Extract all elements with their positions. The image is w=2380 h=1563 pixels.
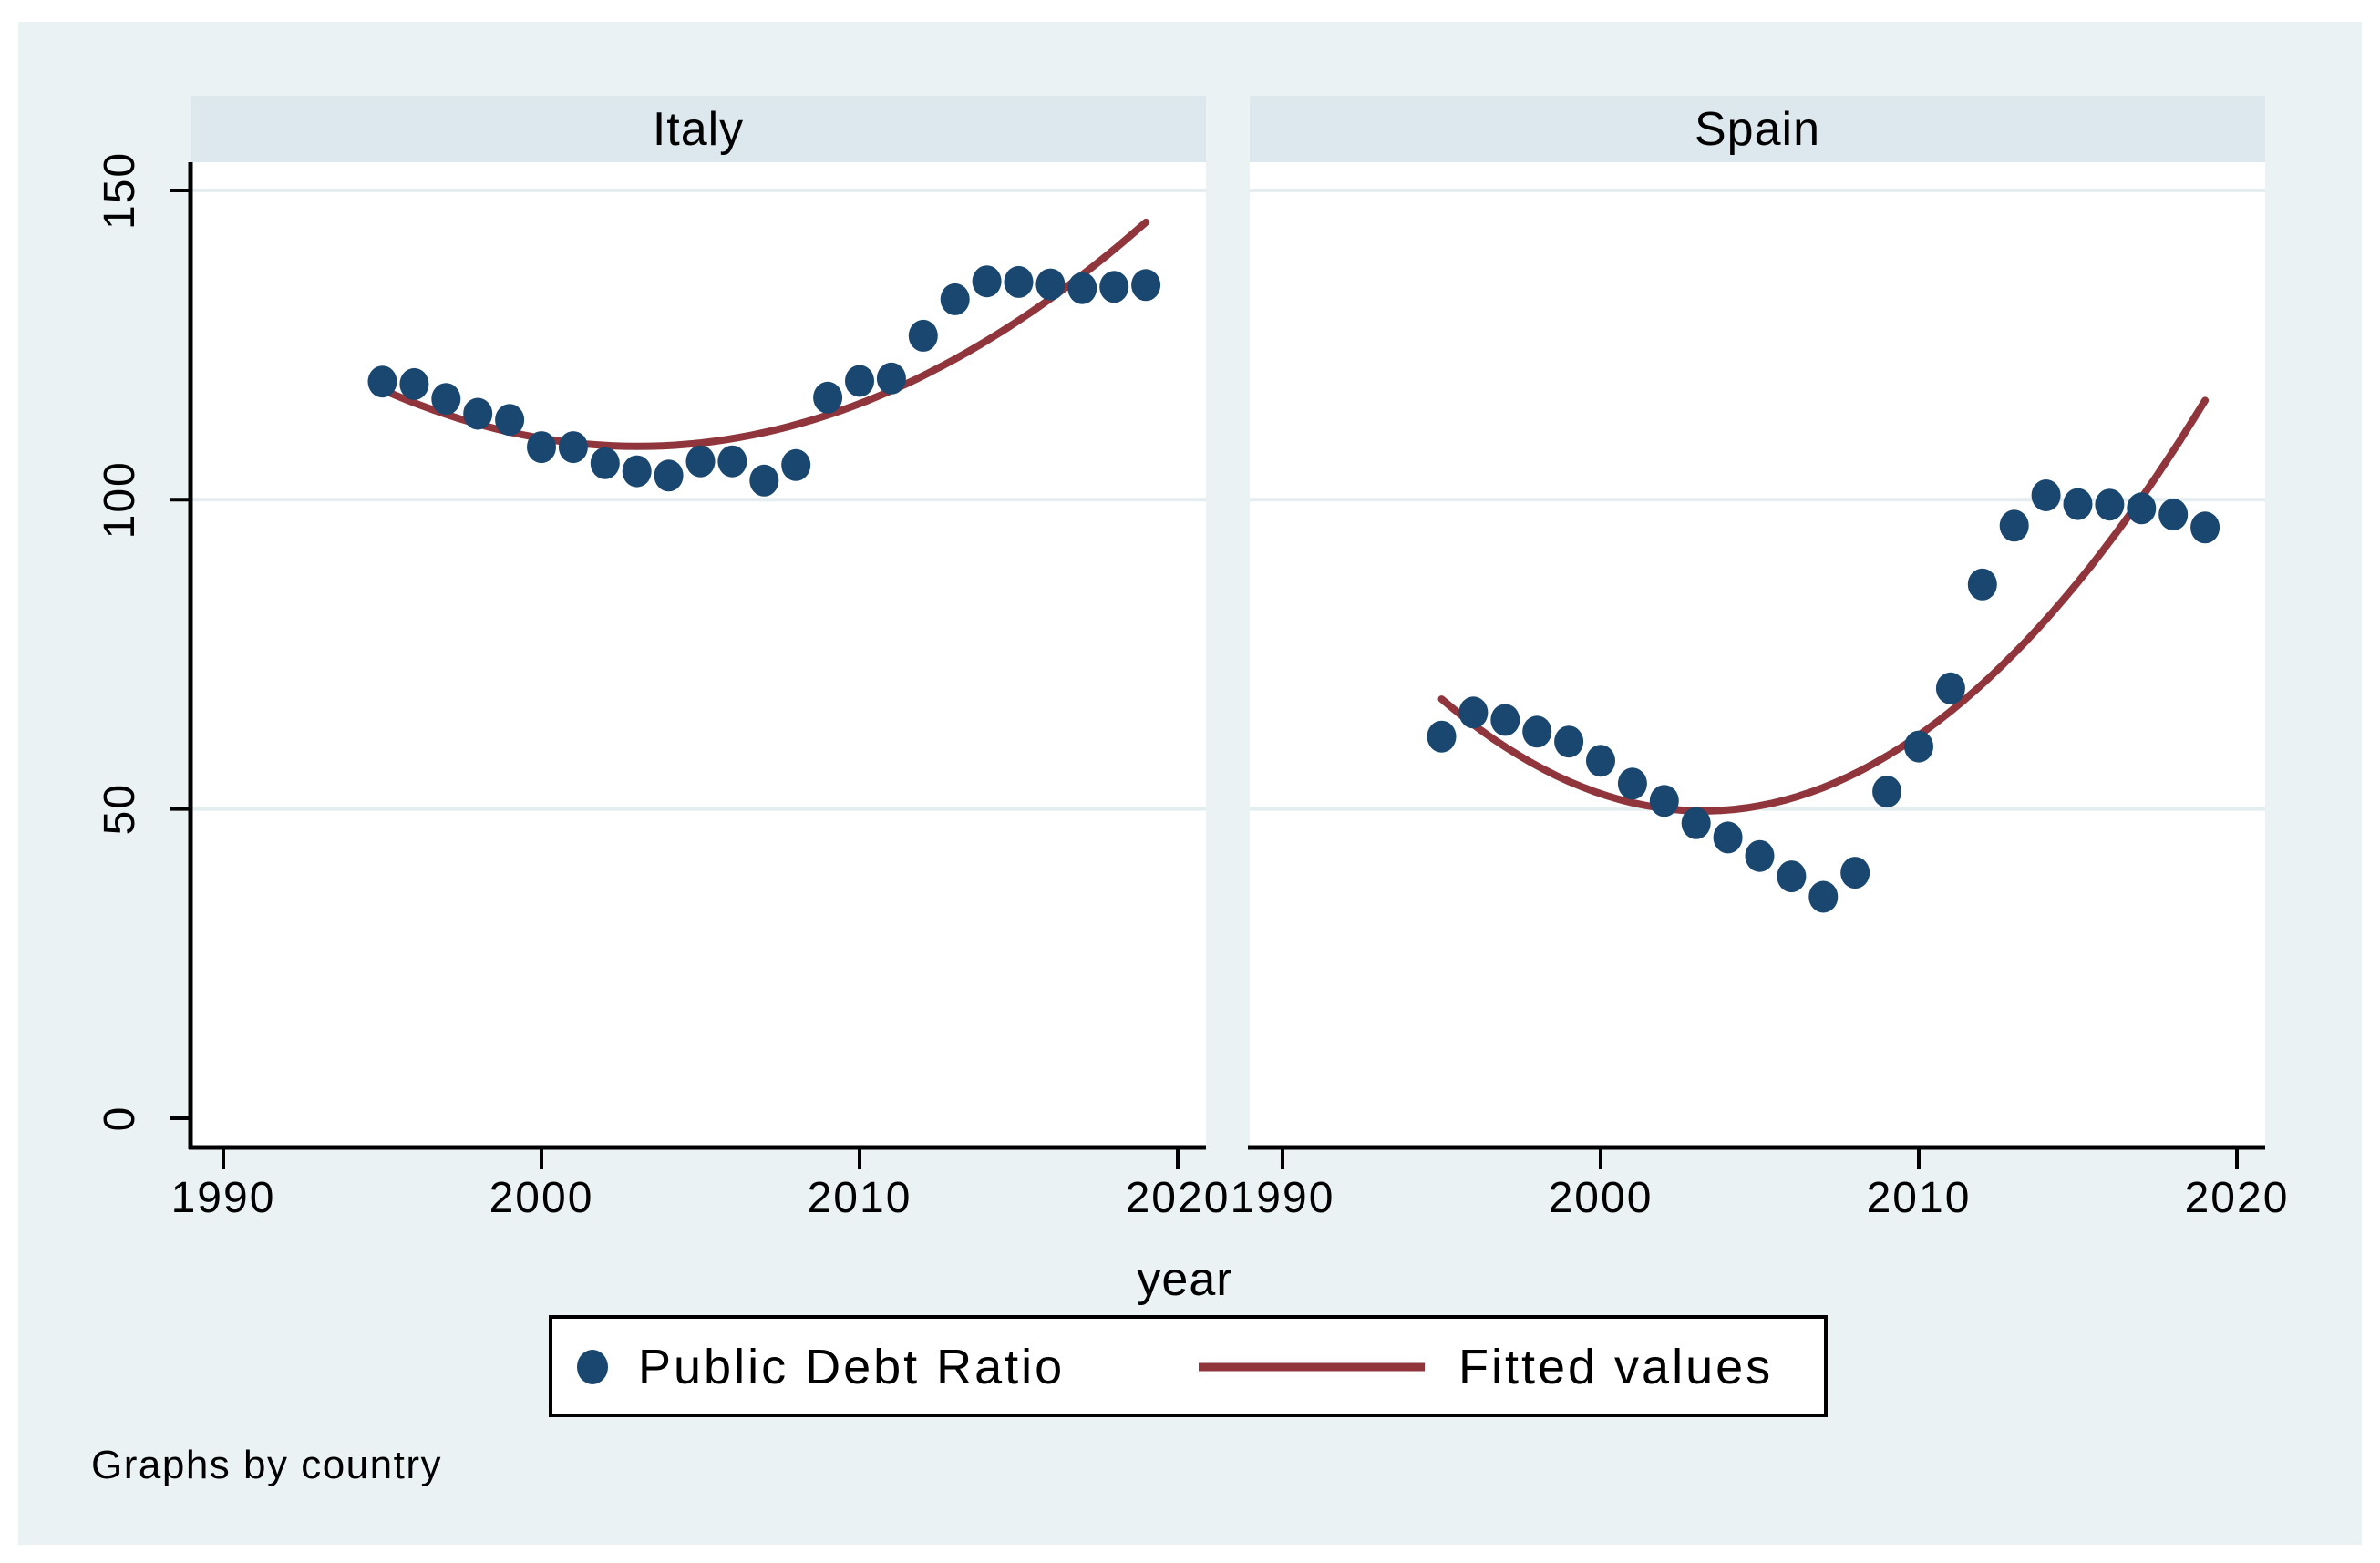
- data-point: [622, 455, 652, 488]
- data-point: [527, 431, 556, 464]
- data-point: [431, 383, 461, 416]
- data-point: [1067, 272, 1097, 304]
- data-point: [876, 362, 906, 395]
- legend: Public Debt Ratio Fitted values: [549, 1315, 1828, 1417]
- data-point: [1554, 725, 1584, 758]
- data-point: [1522, 715, 1552, 748]
- panel-title-italy: Italy: [653, 103, 744, 156]
- axes: [170, 162, 2265, 1169]
- x-tick-label: 1990: [1231, 1174, 1335, 1222]
- data-point: [1745, 839, 1775, 872]
- plot-area: [1250, 162, 2265, 1147]
- data-point: [495, 404, 525, 437]
- data-point: [908, 319, 938, 352]
- data-point: [813, 381, 843, 414]
- data-point: [2127, 492, 2157, 525]
- data-marks: [367, 218, 2220, 913]
- data-point: [1099, 271, 1129, 303]
- data-point: [1617, 767, 1647, 800]
- y-tick-label: 100: [96, 460, 144, 539]
- legend-label-scatter: Public Debt Ratio: [638, 1340, 1065, 1394]
- by-graph-note: Graphs by country: [91, 1443, 442, 1487]
- fit-line: [1437, 396, 2210, 815]
- data-point: [558, 431, 588, 464]
- data-point: [1872, 776, 1902, 808]
- data-point: [1681, 807, 1711, 839]
- x-tick-label: 2020: [2185, 1174, 2290, 1222]
- data-point: [717, 445, 747, 478]
- x-tick-label: 1990: [171, 1174, 276, 1222]
- data-point: [463, 397, 493, 430]
- data-point: [590, 447, 620, 479]
- y-tick-label: 50: [96, 783, 144, 835]
- gridlines: [191, 188, 2265, 811]
- data-point: [1131, 269, 1161, 302]
- x-tick-label: 2000: [489, 1174, 594, 1222]
- data-point: [2190, 511, 2220, 544]
- y-tick-label: 150: [96, 151, 144, 230]
- data-point: [1490, 704, 1520, 736]
- data-point: [1808, 880, 1839, 913]
- data-point: [399, 367, 429, 400]
- panel-title-banner: [1250, 96, 2265, 162]
- data-point: [654, 459, 684, 492]
- data-point: [1777, 860, 1807, 893]
- data-point: [1999, 509, 2029, 542]
- data-point: [1967, 568, 1997, 601]
- x-tick-label: 2020: [1126, 1174, 1231, 1222]
- data-point: [749, 464, 779, 497]
- data-point: [940, 283, 970, 315]
- data-point: [1935, 672, 1965, 704]
- data-point: [685, 445, 716, 478]
- data-point: [2063, 488, 2093, 520]
- data-point: [1713, 821, 1743, 854]
- x-tick-label: 2010: [808, 1174, 912, 1222]
- x-tick-label: 2010: [1867, 1174, 1972, 1222]
- data-point: [845, 365, 874, 397]
- data-point: [781, 448, 811, 481]
- x-tick-label: 2000: [1549, 1174, 1654, 1222]
- data-point: [1840, 857, 1870, 889]
- tick-labels: 1990 2000 2010 2020 0 50 100 150 1990 2000 2010 202…: [96, 151, 2290, 1222]
- legend-box: [549, 1315, 1828, 1417]
- data-point: [2095, 488, 2125, 521]
- plot-area: [191, 162, 1206, 1147]
- panel-title-spain: Spain: [1695, 103, 1820, 156]
- x-axis-title: year: [1137, 1253, 1232, 1306]
- data-point: [1035, 268, 1066, 301]
- data-point: [2158, 499, 2189, 531]
- panel-title-banner: [191, 96, 1206, 162]
- data-point: [1458, 696, 1489, 729]
- data-point: [1904, 730, 1933, 763]
- data-point: [1427, 720, 1457, 753]
- data-point: [972, 265, 1002, 298]
- data-point: [2031, 479, 2061, 511]
- y-tick-label: 0: [96, 1105, 144, 1132]
- data-point: [367, 365, 397, 398]
- panel-backgrounds: [191, 96, 2265, 1147]
- data-point: [1004, 265, 1034, 298]
- data-point: [1649, 785, 1679, 817]
- legend-label-fit: Fitted values: [1458, 1340, 1773, 1394]
- scatter-marker-icon: [577, 1350, 608, 1384]
- data-point: [1586, 745, 1615, 777]
